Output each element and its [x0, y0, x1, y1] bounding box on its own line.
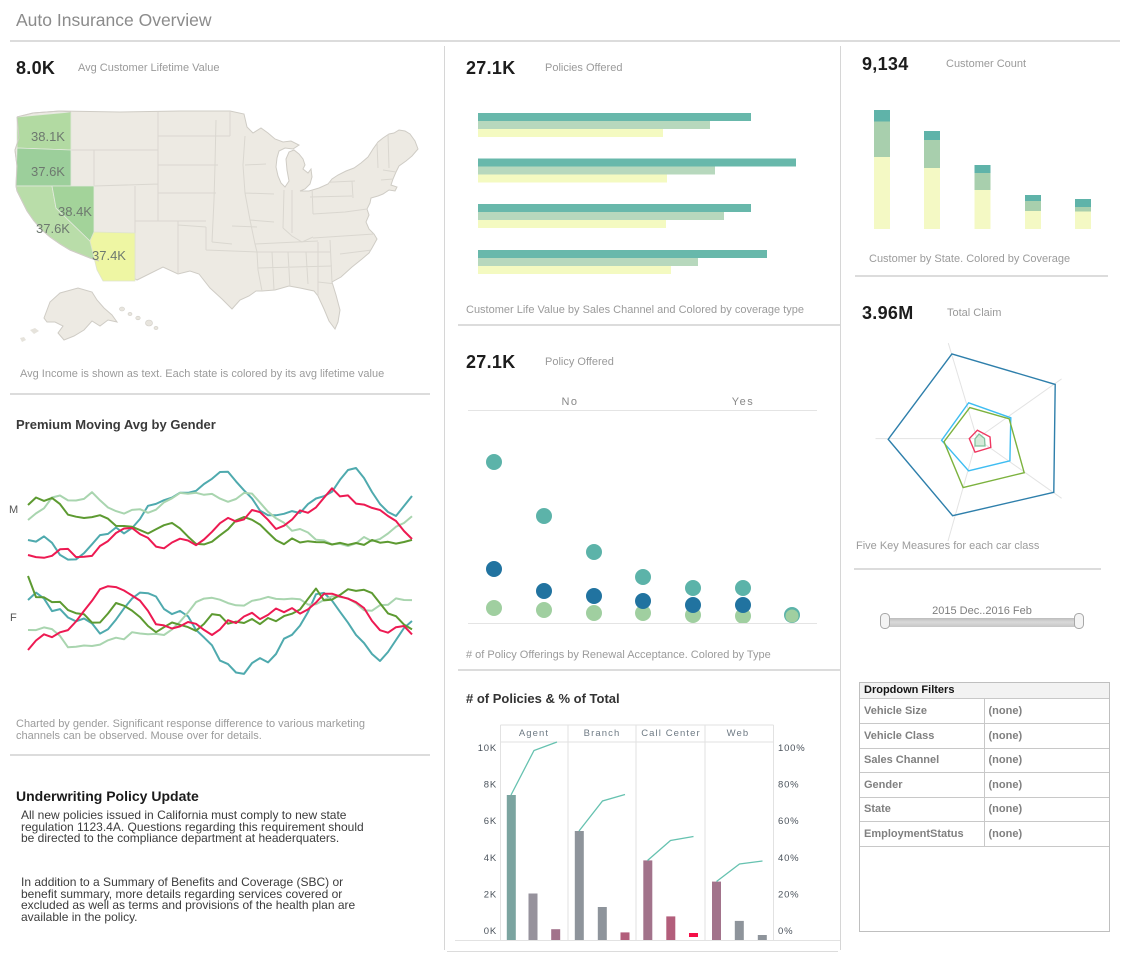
svg-text:80%: 80%	[778, 780, 799, 791]
svg-text:6K: 6K	[484, 816, 497, 827]
svg-text:Call Center: Call Center	[641, 728, 701, 739]
svg-text:38.1K: 38.1K	[31, 129, 65, 144]
svg-text:0K: 0K	[484, 926, 497, 937]
svg-text:2K: 2K	[484, 889, 497, 900]
svg-text:Branch: Branch	[584, 728, 621, 739]
svg-text:60%: 60%	[778, 816, 799, 827]
svg-text:38.4K: 38.4K	[58, 204, 92, 219]
svg-text:Agent: Agent	[519, 728, 549, 739]
svg-text:37.6K: 37.6K	[36, 221, 70, 236]
svg-text:37.6K: 37.6K	[31, 164, 65, 179]
svg-text:40%: 40%	[778, 853, 799, 864]
svg-text:4K: 4K	[484, 853, 497, 864]
svg-text:Web: Web	[727, 728, 750, 739]
svg-text:37.4K: 37.4K	[92, 248, 126, 263]
svg-text:100%: 100%	[778, 743, 806, 754]
svg-text:0%: 0%	[778, 926, 793, 937]
svg-text:10K: 10K	[478, 743, 497, 754]
svg-text:8K: 8K	[484, 780, 497, 791]
svg-text:20%: 20%	[778, 889, 799, 900]
